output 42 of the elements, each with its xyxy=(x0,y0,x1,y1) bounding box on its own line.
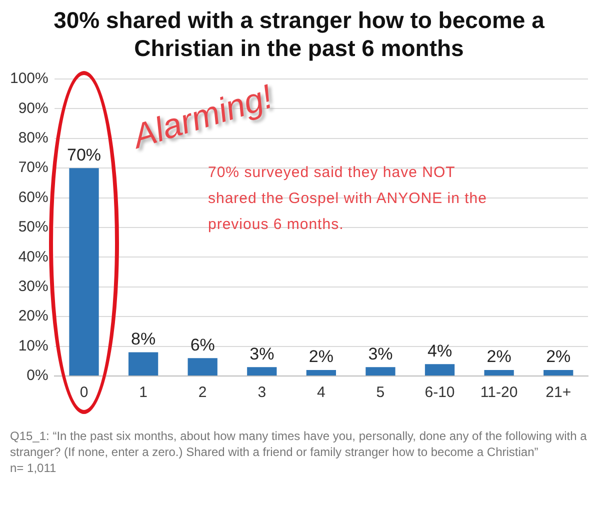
x-tick-label: 11-20 xyxy=(480,384,518,402)
x-tick-label: 21+ xyxy=(546,384,572,402)
x-tick-label: 5 xyxy=(376,384,385,402)
y-tick-label: 90% xyxy=(18,100,48,117)
y-tick-label: 80% xyxy=(18,130,48,147)
y-tick-label: 70% xyxy=(18,159,48,176)
x-tick-label: 2 xyxy=(198,384,207,402)
y-tick-label: 50% xyxy=(18,218,48,236)
y-tick-label: 40% xyxy=(18,248,48,266)
text: n= 1,011 xyxy=(10,460,58,476)
data-label: 3% xyxy=(250,344,274,364)
y-tick-label: 100% xyxy=(10,70,48,88)
data-label: 70% xyxy=(66,145,102,164)
bar xyxy=(306,370,336,376)
y-tick-label: 60% xyxy=(18,188,48,206)
x-tick-label: 4 xyxy=(317,384,326,402)
bar xyxy=(544,370,574,376)
data-label: 2% xyxy=(308,347,334,366)
x-tick-label: 0 xyxy=(80,384,88,402)
chart-title: 30% shared with a stranger how to become a Christian in the past 6 months xyxy=(52,6,546,62)
data-label: 2% xyxy=(546,347,571,366)
data-label: 6% xyxy=(190,335,215,354)
bar xyxy=(69,168,99,376)
y-tick-label: 10% xyxy=(18,337,48,354)
y-tick-label: 20% xyxy=(18,308,48,325)
bar xyxy=(424,364,455,376)
x-tick-label: 1 xyxy=(139,384,148,402)
data-label: 3% xyxy=(368,344,393,364)
bar xyxy=(366,367,396,376)
data-label: 4% xyxy=(427,341,452,360)
y-tick-label: 30% xyxy=(18,278,48,296)
x-tick-label: 3 xyxy=(258,384,266,402)
bar xyxy=(484,370,514,376)
x-tick-label: 6-10 xyxy=(424,384,455,402)
bar xyxy=(188,358,218,376)
data-label: 2% xyxy=(486,347,512,366)
bar xyxy=(128,352,158,376)
data-label: 8% xyxy=(131,329,156,348)
annotation: 70% surveyed said they have NOT shared the Gospel with ANYONE in the previous 6 months. xyxy=(208,163,488,235)
y-tick-label: 0% xyxy=(26,367,48,384)
text: Q15_1: “In the past six months, about how many times have you, personally, done any of the following with a stranger? (If none, enter a zero.) Shared with a friend or family stranger how to become a Christian” xyxy=(10,428,588,460)
bar xyxy=(247,367,277,376)
